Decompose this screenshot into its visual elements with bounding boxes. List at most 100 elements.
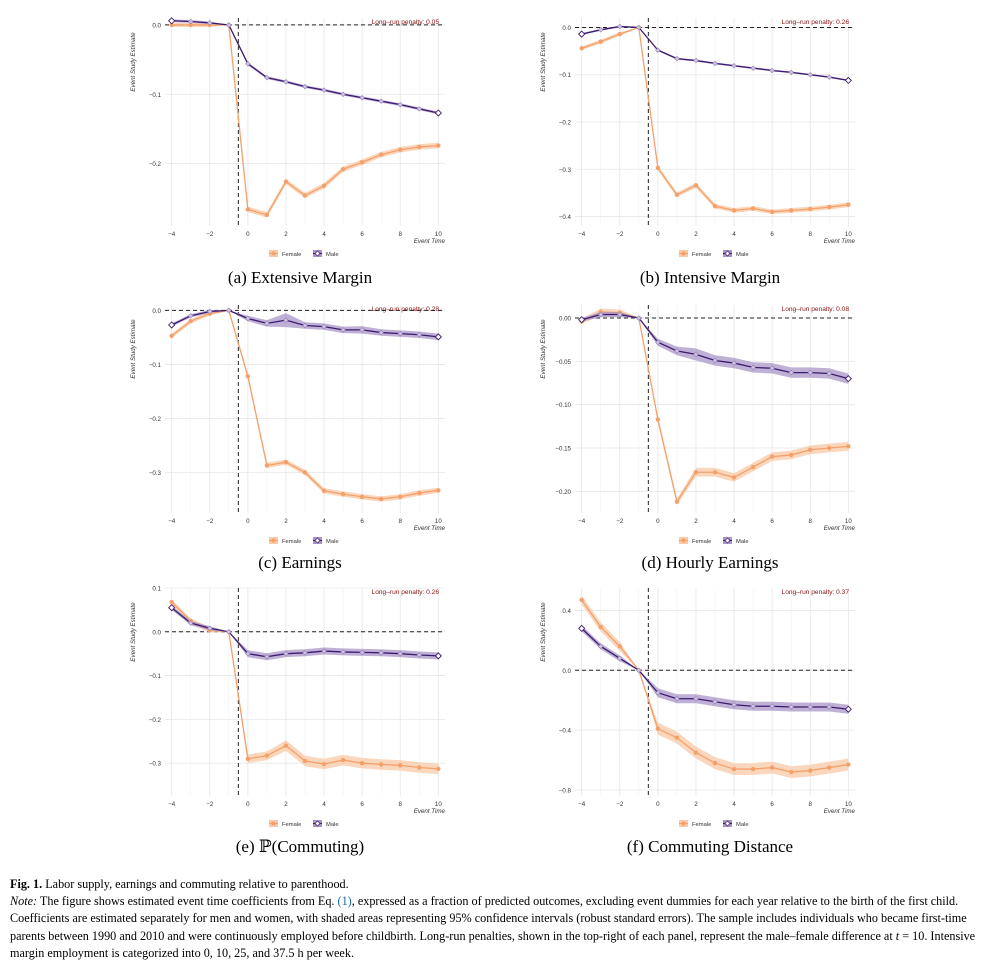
male-data-point (807, 72, 813, 78)
male-data-point (187, 18, 194, 25)
male-data-point (844, 705, 852, 713)
female-data-point (827, 204, 832, 210)
legend-female-label: Female (282, 822, 301, 828)
x-tick-label: 8 (399, 518, 403, 525)
female-data-point (321, 761, 327, 767)
long-run-penalty-label: Long–run penalty: 0.05 (372, 19, 440, 26)
male-data-point (807, 369, 813, 376)
female-data-point (302, 470, 308, 475)
male-data-point (674, 348, 680, 354)
female-data-point (598, 39, 603, 44)
female-data-point (283, 179, 289, 184)
legend-female-label: Female (692, 252, 711, 258)
female-data-point (750, 206, 756, 211)
male-data-point (750, 703, 756, 709)
female-data-point (617, 644, 622, 649)
male-data-point (359, 649, 365, 656)
legend-female-marker (271, 538, 276, 543)
female-data-point (579, 597, 584, 603)
male-data-point (434, 652, 442, 660)
female-data-point (378, 152, 384, 157)
figure-title: Labor supply, earnings and commuting rel… (45, 877, 349, 891)
x-tick-label: 6 (360, 231, 364, 238)
x-tick-label: −2 (206, 801, 214, 808)
male-data-point (597, 643, 604, 650)
female-data-point (808, 768, 813, 773)
y-axis-title: Event Study Estimate (540, 319, 547, 379)
male-data-point (416, 652, 423, 658)
gridlines (575, 588, 855, 796)
x-tick-label: 4 (732, 231, 736, 238)
male-data-point (207, 20, 213, 26)
female-data-point (846, 762, 851, 767)
male-data-point (416, 106, 423, 112)
y-tick-label: −0.05 (555, 359, 571, 366)
y-tick-label: −0.15 (555, 446, 571, 453)
female-data-point (731, 766, 737, 772)
y-tick-label: 0.0 (152, 308, 161, 315)
y-tick-label: −0.10 (555, 402, 571, 409)
male-data-point (826, 74, 833, 80)
male-data-point (597, 27, 604, 33)
female-data-point (674, 735, 680, 740)
female-data-point (788, 208, 794, 213)
male-data-point (168, 321, 176, 329)
y-axis-title: Event Study Estimate (130, 32, 137, 92)
x-tick-label: 4 (732, 518, 736, 525)
female-data-point (188, 22, 193, 28)
legend-female-marker (681, 251, 686, 256)
male-data-point (340, 649, 346, 655)
male-confidence-band (581, 625, 849, 714)
legend-male-label: Male (736, 539, 749, 545)
female-data-point (169, 333, 174, 338)
male-data-point (617, 23, 623, 30)
female-data-point (750, 766, 756, 772)
legend-male-marker (724, 537, 731, 544)
female-data-point (436, 143, 441, 148)
x-tick-label: 4 (322, 518, 326, 525)
equation-reference-link[interactable]: (1) (337, 894, 352, 909)
male-data-point (674, 696, 680, 702)
y-tick-label: −0.8 (559, 788, 572, 795)
male-data-point (712, 357, 718, 364)
male-data-point (578, 624, 586, 633)
male-data-point (321, 648, 327, 654)
y-axis-title: Event Study Estimate (540, 32, 547, 92)
y-tick-label: −0.1 (149, 92, 162, 99)
male-data-point (655, 47, 661, 53)
male-data-point (712, 60, 718, 67)
x-tick-label: 2 (694, 518, 698, 525)
y-tick-label: −0.1 (559, 72, 572, 79)
y-axis-title: Event Study Estimate (540, 602, 547, 662)
x-tick-label: −2 (616, 231, 624, 238)
y-tick-label: 0.1 (152, 586, 161, 593)
female-data-point (359, 160, 365, 165)
female-data-point (378, 496, 384, 502)
female-data-point (769, 209, 775, 215)
female-data-point (655, 726, 661, 731)
male-data-point (731, 63, 737, 69)
female-data-point (264, 212, 270, 218)
female-data-point (283, 743, 289, 748)
female-data-point (827, 445, 832, 451)
x-tick-label: −4 (168, 231, 176, 238)
x-tick-label: 4 (322, 231, 326, 238)
x-tick-label: 10 (845, 801, 852, 808)
x-tick-label: 2 (284, 801, 288, 808)
figure-title-line: Fig. 1. Labor supply, earnings and commu… (10, 876, 992, 893)
legend-male-label: Male (736, 252, 749, 258)
female-data-point (788, 769, 794, 775)
y-tick-label: 0.0 (562, 668, 571, 675)
female-data-point (846, 444, 851, 449)
female-data-point (321, 183, 327, 188)
female-data-point (264, 753, 270, 758)
x-tick-label: 2 (694, 231, 698, 238)
female-data-point (693, 750, 699, 755)
male-data-point (378, 329, 384, 336)
female-data-point (378, 762, 384, 767)
legend-male-label: Male (326, 822, 339, 828)
male-data-point (731, 360, 737, 366)
male-data-point (693, 57, 699, 64)
x-axis-title: Event Time (824, 808, 856, 815)
x-tick-label: 6 (360, 518, 364, 525)
